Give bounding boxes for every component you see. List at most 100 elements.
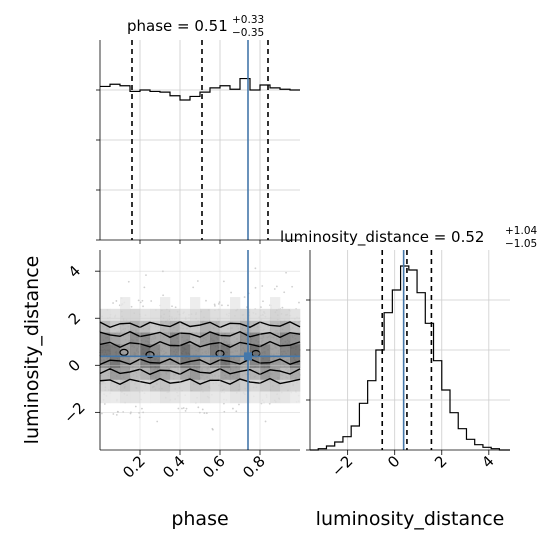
lumdist-ytick-label: 4 <box>65 262 84 281</box>
joint-density-cell <box>190 308 201 321</box>
joint-density-cell <box>250 332 261 345</box>
joint-sample-point <box>262 300 264 303</box>
joint-sample-point <box>192 286 195 289</box>
joint-density-cell <box>130 308 141 321</box>
joint-density-cell <box>150 308 161 321</box>
joint-sample-point <box>211 427 214 430</box>
x-axis-label-lumdist: luminosity_distance <box>316 508 505 530</box>
joint-density-cell <box>140 320 151 333</box>
joint-density-cell <box>110 308 121 321</box>
joint-sample-point <box>298 301 300 304</box>
joint-density-cell <box>250 308 261 321</box>
joint-sample-point <box>185 407 188 410</box>
joint-sample-point <box>129 412 132 415</box>
lumdist-xtick-label: 0 <box>384 452 403 471</box>
joint-density-cell <box>250 391 261 404</box>
joint-density-cell <box>200 320 211 333</box>
joint-sample-point <box>130 305 133 308</box>
joint-density-cell <box>270 355 281 368</box>
joint-sample-point <box>205 299 207 302</box>
joint-density-cell <box>220 308 231 321</box>
joint-density-cell <box>290 344 301 357</box>
lumdist-title-sup: +1.04 <box>505 225 537 237</box>
joint-density-cell <box>290 391 301 404</box>
joint-sample-point <box>213 303 216 306</box>
joint-density-cell <box>230 391 241 404</box>
joint-sample-point <box>162 294 165 297</box>
joint-density-cell <box>170 320 181 333</box>
joint-density-cell <box>170 344 181 357</box>
joint-sample-point <box>213 305 216 307</box>
joint-density-cell <box>140 355 151 368</box>
joint-density-cell <box>130 379 141 392</box>
joint-density-cell <box>210 332 221 345</box>
joint-density-cell <box>270 308 281 321</box>
joint-sample-point <box>127 280 130 283</box>
joint-sample-point <box>235 410 238 413</box>
joint-contour-line <box>99 377 301 386</box>
joint-sample-point <box>222 280 225 283</box>
phase-xtick-label: 0.6 <box>199 452 229 482</box>
joint-density-cell <box>210 367 221 380</box>
joint-density-cell <box>180 379 191 392</box>
joint-density-cell <box>120 308 131 321</box>
joint-density-cell <box>240 320 251 333</box>
lumdist-ytick-label: −2 <box>60 399 88 427</box>
joint-density-cell <box>110 367 121 380</box>
joint-sample-point <box>137 299 140 302</box>
phase-title: phase = 0.51 <box>127 17 228 35</box>
joint-density-cell <box>260 332 271 345</box>
joint-density-cell <box>280 308 291 321</box>
joint-density-cell <box>240 367 251 380</box>
joint-density-cell <box>160 379 171 392</box>
joint-density-cell <box>150 391 161 404</box>
joint-sample-point <box>201 408 204 411</box>
joint-density-cell <box>150 367 161 380</box>
joint-density-cell <box>220 320 231 333</box>
joint-density-cell <box>160 355 171 368</box>
joint-sample-point <box>203 412 206 415</box>
joint-sample-point <box>254 267 257 270</box>
joint-density-cell <box>210 344 221 357</box>
joint-density-cell <box>220 344 231 357</box>
joint-density-cell <box>280 367 291 380</box>
joint-density-cell <box>250 379 261 392</box>
y-axis-label-lumdist: luminosity_distance <box>21 256 43 445</box>
joint-sample-point <box>115 413 118 416</box>
joint-density-cell <box>260 355 271 368</box>
joint-density-cell <box>130 391 141 404</box>
joint-density-cell <box>230 297 241 310</box>
joint-density-cell <box>200 332 211 345</box>
lumdist-title: luminosity_distance = 0.52 <box>280 228 484 247</box>
joint-density-cell <box>150 355 161 368</box>
joint-sample-point <box>268 402 271 405</box>
joint-sample-point <box>115 300 118 302</box>
joint-density-cell <box>280 344 291 357</box>
joint-sample-point <box>285 271 287 274</box>
joint-density-cell <box>180 344 191 357</box>
joint-sample-point <box>134 405 137 408</box>
joint-density-cell <box>200 344 211 357</box>
lumdist-hist-line <box>310 265 510 451</box>
joint-sample-point <box>260 306 262 309</box>
joint-density-cell <box>250 367 261 380</box>
joint-contour-line <box>99 340 301 349</box>
joint-sample-point <box>238 403 240 406</box>
joint-density-cell <box>280 379 291 392</box>
joint-sample-point <box>177 407 180 410</box>
joint-density-cell <box>150 320 161 333</box>
joint-density-cell <box>290 379 301 392</box>
joint-density-cell <box>180 308 191 321</box>
joint-contour-line <box>99 321 301 329</box>
joint-density-cell <box>140 367 151 380</box>
joint-density-cell <box>210 379 221 392</box>
joint-density-cell <box>120 367 131 380</box>
joint-density-cell <box>140 308 151 321</box>
joint-sample-point <box>150 300 153 302</box>
joint-sample-point <box>141 299 144 302</box>
joint-layer <box>99 250 301 451</box>
joint-contour-line <box>99 358 301 366</box>
joint-density-cell <box>280 332 291 345</box>
joint-density-cell <box>180 355 191 368</box>
